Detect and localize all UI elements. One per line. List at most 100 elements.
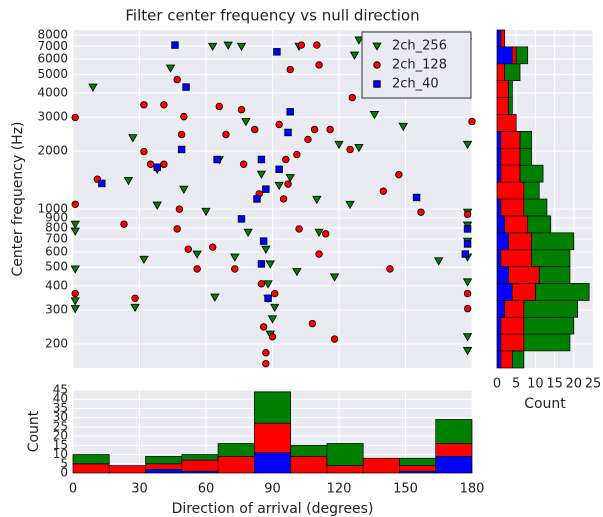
bar bbox=[523, 181, 540, 200]
bar bbox=[512, 46, 517, 65]
y-tick-label: 1000 bbox=[37, 202, 68, 216]
legend-marker bbox=[373, 61, 381, 69]
point bbox=[208, 243, 217, 251]
point bbox=[267, 315, 278, 324]
legend-label: 2ch_40 bbox=[392, 77, 439, 92]
bar bbox=[512, 350, 525, 369]
x-tick-label: 0 bbox=[69, 482, 77, 497]
bar bbox=[500, 350, 513, 369]
point bbox=[71, 289, 79, 298]
bar bbox=[538, 266, 571, 284]
bar bbox=[145, 468, 183, 474]
bar bbox=[254, 452, 291, 474]
point bbox=[282, 155, 290, 164]
point bbox=[173, 225, 181, 233]
y-tick-label: 600 bbox=[45, 244, 68, 258]
point bbox=[222, 130, 230, 139]
point bbox=[349, 51, 360, 60]
bar bbox=[496, 198, 502, 217]
point bbox=[182, 83, 190, 91]
bar bbox=[508, 97, 513, 115]
point bbox=[271, 289, 279, 298]
y-tick-label: 35 bbox=[53, 401, 68, 415]
bar bbox=[496, 46, 513, 65]
point bbox=[292, 268, 302, 277]
bar bbox=[496, 283, 513, 301]
point bbox=[223, 41, 233, 50]
bar bbox=[399, 465, 437, 472]
point bbox=[123, 177, 134, 186]
point bbox=[463, 210, 472, 219]
point bbox=[70, 305, 80, 314]
point bbox=[253, 195, 261, 203]
point bbox=[345, 200, 355, 210]
point bbox=[293, 150, 301, 159]
point bbox=[354, 36, 364, 45]
bar bbox=[496, 29, 502, 48]
point bbox=[259, 323, 268, 331]
point bbox=[434, 257, 444, 266]
bar bbox=[523, 316, 575, 335]
y-tick-label: 5000 bbox=[37, 67, 68, 81]
x-axis-label: Direction of arrival (degrees) bbox=[172, 501, 374, 517]
point bbox=[256, 170, 267, 179]
point bbox=[140, 101, 148, 109]
point bbox=[160, 101, 168, 109]
point bbox=[273, 48, 281, 56]
bar bbox=[496, 147, 502, 166]
point bbox=[310, 125, 319, 134]
x-tick-label: 90 bbox=[264, 482, 281, 497]
y-tick-label: 20 bbox=[53, 429, 68, 443]
point bbox=[265, 260, 275, 269]
point bbox=[130, 303, 140, 313]
y-tick-label: 10 bbox=[53, 447, 68, 461]
point bbox=[251, 125, 259, 134]
point bbox=[329, 273, 340, 282]
point bbox=[257, 280, 266, 288]
point bbox=[179, 185, 189, 194]
point bbox=[379, 187, 388, 195]
x-tick-label: 30 bbox=[131, 482, 148, 497]
point bbox=[171, 41, 179, 49]
bar bbox=[523, 333, 571, 352]
bar bbox=[254, 391, 291, 424]
bar bbox=[181, 454, 219, 461]
x-tick-label: 10 bbox=[527, 377, 544, 392]
point bbox=[128, 134, 138, 143]
point bbox=[312, 195, 322, 205]
point bbox=[71, 200, 79, 208]
y-axis-label: Center frequency (Hz) bbox=[10, 121, 26, 276]
bar bbox=[508, 266, 540, 284]
point bbox=[259, 237, 268, 245]
x-tick-label: 150 bbox=[393, 482, 418, 497]
bar bbox=[181, 459, 219, 472]
point bbox=[215, 102, 223, 111]
bar bbox=[508, 80, 513, 98]
y-tick-label: 900 bbox=[45, 210, 68, 224]
point bbox=[236, 42, 247, 52]
x-tick-label: 0 bbox=[493, 377, 501, 392]
bar bbox=[496, 333, 502, 352]
point bbox=[297, 41, 306, 49]
point bbox=[160, 160, 168, 168]
bar bbox=[435, 419, 473, 444]
bar bbox=[145, 463, 183, 470]
x-tick-label: 20 bbox=[566, 377, 583, 392]
x-tick-label: 15 bbox=[546, 377, 563, 392]
bar bbox=[500, 249, 532, 267]
bar bbox=[496, 249, 502, 267]
bar bbox=[515, 46, 529, 65]
bar bbox=[496, 232, 509, 251]
legend-marker bbox=[372, 42, 382, 51]
y-tick-label: 400 bbox=[45, 278, 68, 292]
bar bbox=[72, 454, 110, 465]
point bbox=[463, 304, 472, 313]
bar bbox=[523, 198, 548, 217]
bar bbox=[504, 63, 521, 82]
bar bbox=[504, 215, 529, 234]
point bbox=[241, 118, 251, 127]
legend-label: 2ch_128 bbox=[392, 58, 447, 73]
point bbox=[395, 170, 403, 179]
y-tick-label: 30 bbox=[53, 410, 68, 424]
point bbox=[201, 207, 211, 217]
